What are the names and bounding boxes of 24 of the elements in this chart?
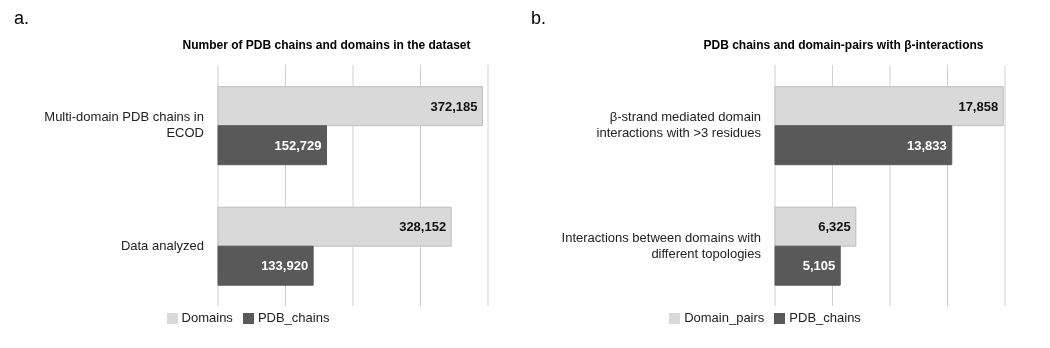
data-label: 6,325 bbox=[818, 219, 851, 235]
data-label: 5,105 bbox=[802, 258, 836, 274]
legend-label: PDB_chains bbox=[257, 310, 330, 325]
data-label: 17,858 bbox=[958, 98, 999, 114]
y-tick-label: Data analyzed bbox=[120, 237, 204, 253]
legend-label: Domain_pairs bbox=[684, 310, 765, 325]
text: b. bbox=[530, 8, 547, 30]
y-tick-label: β-strand mediated domain interactions with >3 residues bbox=[596, 109, 762, 141]
text: a. bbox=[13, 8, 30, 30]
chart-title: Number of PDB chains and domains in the dataset bbox=[181, 38, 472, 52]
legend-label: Domains bbox=[181, 310, 233, 325]
y-tick-label: Interactions between domains with different topologies bbox=[561, 229, 762, 261]
data-label: 372,185 bbox=[430, 98, 478, 114]
y-tick-label: Multi-domain PDB chains in ECOD bbox=[44, 109, 204, 141]
data-label: 133,920 bbox=[261, 258, 309, 274]
data-label: 13,833 bbox=[906, 137, 947, 153]
bar bbox=[774, 245, 841, 286]
bar bbox=[774, 125, 953, 166]
data-label: 152,729 bbox=[274, 137, 322, 153]
bar bbox=[217, 125, 328, 166]
chart-title: PDB chains and domain-pairs with β-interactions bbox=[702, 38, 985, 52]
data-label: 328,152 bbox=[399, 219, 447, 235]
bar bbox=[217, 245, 314, 286]
legend-label: PDB_chains bbox=[789, 310, 861, 325]
